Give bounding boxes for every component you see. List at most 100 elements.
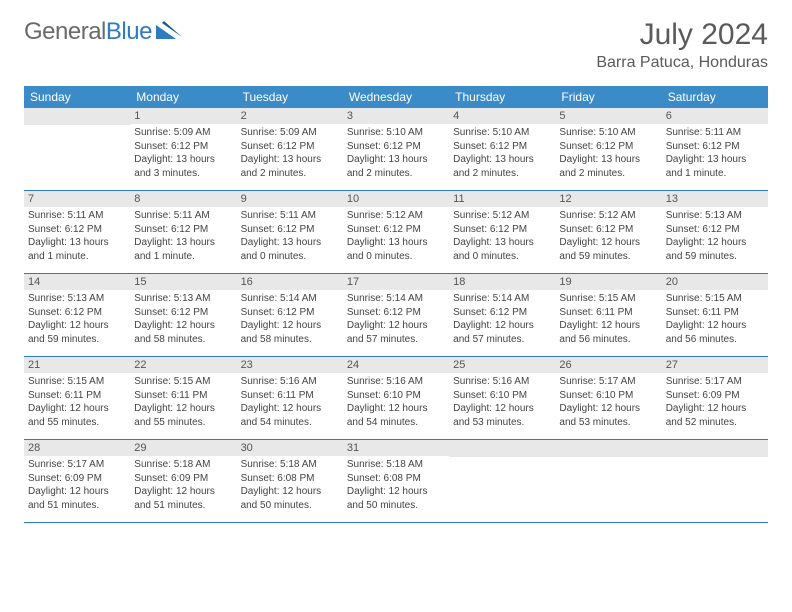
sunrise-text: Sunrise: 5:11 AM bbox=[28, 209, 126, 223]
month-title: July 2024 bbox=[596, 18, 768, 52]
day-cell: 22Sunrise: 5:15 AMSunset: 6:11 PMDayligh… bbox=[130, 357, 236, 439]
sunset-text: Sunset: 6:12 PM bbox=[666, 223, 764, 237]
daylight-text: Daylight: 12 hours and 59 minutes. bbox=[28, 319, 126, 346]
date-number: 10 bbox=[343, 191, 449, 207]
date-number: 18 bbox=[449, 274, 555, 290]
daylight-text: Daylight: 13 hours and 0 minutes. bbox=[453, 236, 551, 263]
daylight-text: Daylight: 12 hours and 58 minutes. bbox=[241, 319, 339, 346]
sunrise-text: Sunrise: 5:15 AM bbox=[28, 375, 126, 389]
day-cell: 6Sunrise: 5:11 AMSunset: 6:12 PMDaylight… bbox=[662, 108, 768, 190]
sunrise-text: Sunrise: 5:16 AM bbox=[347, 375, 445, 389]
sunrise-text: Sunrise: 5:13 AM bbox=[666, 209, 764, 223]
day-header-row: Sunday Monday Tuesday Wednesday Thursday… bbox=[24, 86, 768, 108]
daylight-text: Daylight: 13 hours and 0 minutes. bbox=[347, 236, 445, 263]
date-number: 5 bbox=[555, 108, 661, 124]
day-body: Sunrise: 5:14 AMSunset: 6:12 PMDaylight:… bbox=[237, 290, 343, 350]
sunrise-text: Sunrise: 5:16 AM bbox=[453, 375, 551, 389]
date-number: 17 bbox=[343, 274, 449, 290]
daylight-text: Daylight: 12 hours and 57 minutes. bbox=[347, 319, 445, 346]
day-body: Sunrise: 5:18 AMSunset: 6:08 PMDaylight:… bbox=[237, 456, 343, 516]
day-cell: 27Sunrise: 5:17 AMSunset: 6:09 PMDayligh… bbox=[662, 357, 768, 439]
sunset-text: Sunset: 6:12 PM bbox=[28, 306, 126, 320]
day-body: Sunrise: 5:17 AMSunset: 6:09 PMDaylight:… bbox=[662, 373, 768, 433]
daylight-text: Daylight: 13 hours and 3 minutes. bbox=[134, 153, 232, 180]
date-number: 8 bbox=[130, 191, 236, 207]
week-row: 1Sunrise: 5:09 AMSunset: 6:12 PMDaylight… bbox=[24, 108, 768, 191]
sunset-text: Sunset: 6:12 PM bbox=[347, 140, 445, 154]
sunset-text: Sunset: 6:10 PM bbox=[559, 389, 657, 403]
day-body: Sunrise: 5:14 AMSunset: 6:12 PMDaylight:… bbox=[343, 290, 449, 350]
sunset-text: Sunset: 6:11 PM bbox=[28, 389, 126, 403]
title-block: July 2024 Barra Patuca, Honduras bbox=[596, 18, 768, 72]
week-row: 28Sunrise: 5:17 AMSunset: 6:09 PMDayligh… bbox=[24, 440, 768, 523]
date-number: 6 bbox=[662, 108, 768, 124]
sunrise-text: Sunrise: 5:18 AM bbox=[347, 458, 445, 472]
daylight-text: Daylight: 12 hours and 56 minutes. bbox=[559, 319, 657, 346]
daylight-text: Daylight: 12 hours and 59 minutes. bbox=[559, 236, 657, 263]
daylight-text: Daylight: 12 hours and 59 minutes. bbox=[666, 236, 764, 263]
day-header: Saturday bbox=[662, 86, 768, 108]
day-cell: 2Sunrise: 5:09 AMSunset: 6:12 PMDaylight… bbox=[237, 108, 343, 190]
sunrise-text: Sunrise: 5:09 AM bbox=[134, 126, 232, 140]
sunrise-text: Sunrise: 5:11 AM bbox=[241, 209, 339, 223]
date-number: 11 bbox=[449, 191, 555, 207]
daylight-text: Daylight: 13 hours and 2 minutes. bbox=[241, 153, 339, 180]
day-cell: 8Sunrise: 5:11 AMSunset: 6:12 PMDaylight… bbox=[130, 191, 236, 273]
sunset-text: Sunset: 6:12 PM bbox=[453, 140, 551, 154]
date-number: 25 bbox=[449, 357, 555, 373]
day-body: Sunrise: 5:12 AMSunset: 6:12 PMDaylight:… bbox=[449, 207, 555, 267]
date-number: 16 bbox=[237, 274, 343, 290]
sunset-text: Sunset: 6:12 PM bbox=[241, 306, 339, 320]
date-number: 22 bbox=[130, 357, 236, 373]
sunset-text: Sunset: 6:12 PM bbox=[559, 223, 657, 237]
daylight-text: Daylight: 12 hours and 51 minutes. bbox=[28, 485, 126, 512]
logo-text-blue: Blue bbox=[106, 18, 152, 45]
day-body: Sunrise: 5:10 AMSunset: 6:12 PMDaylight:… bbox=[343, 124, 449, 184]
day-cell: 1Sunrise: 5:09 AMSunset: 6:12 PMDaylight… bbox=[130, 108, 236, 190]
day-body: Sunrise: 5:13 AMSunset: 6:12 PMDaylight:… bbox=[130, 290, 236, 350]
daylight-text: Daylight: 12 hours and 54 minutes. bbox=[347, 402, 445, 429]
daylight-text: Daylight: 13 hours and 0 minutes. bbox=[241, 236, 339, 263]
sunrise-text: Sunrise: 5:13 AM bbox=[28, 292, 126, 306]
sunset-text: Sunset: 6:10 PM bbox=[453, 389, 551, 403]
day-body: Sunrise: 5:13 AMSunset: 6:12 PMDaylight:… bbox=[662, 207, 768, 267]
location: Barra Patuca, Honduras bbox=[596, 54, 768, 72]
date-number: 3 bbox=[343, 108, 449, 124]
sunset-text: Sunset: 6:11 PM bbox=[134, 389, 232, 403]
day-cell: 31Sunrise: 5:18 AMSunset: 6:08 PMDayligh… bbox=[343, 440, 449, 522]
date-number: 12 bbox=[555, 191, 661, 207]
logo-text-gray: General bbox=[24, 18, 106, 45]
date-number: 13 bbox=[662, 191, 768, 207]
sunset-text: Sunset: 6:12 PM bbox=[453, 306, 551, 320]
day-cell: 7Sunrise: 5:11 AMSunset: 6:12 PMDaylight… bbox=[24, 191, 130, 273]
sunrise-text: Sunrise: 5:11 AM bbox=[666, 126, 764, 140]
sunset-text: Sunset: 6:12 PM bbox=[134, 140, 232, 154]
day-header: Tuesday bbox=[237, 86, 343, 108]
sunrise-text: Sunrise: 5:15 AM bbox=[134, 375, 232, 389]
day-cell bbox=[555, 440, 661, 522]
day-body: Sunrise: 5:11 AMSunset: 6:12 PMDaylight:… bbox=[237, 207, 343, 267]
day-cell: 18Sunrise: 5:14 AMSunset: 6:12 PMDayligh… bbox=[449, 274, 555, 356]
sunrise-text: Sunrise: 5:12 AM bbox=[559, 209, 657, 223]
date-number: 26 bbox=[555, 357, 661, 373]
sunrise-text: Sunrise: 5:17 AM bbox=[28, 458, 126, 472]
sunrise-text: Sunrise: 5:14 AM bbox=[347, 292, 445, 306]
day-cell: 10Sunrise: 5:12 AMSunset: 6:12 PMDayligh… bbox=[343, 191, 449, 273]
day-body: Sunrise: 5:14 AMSunset: 6:12 PMDaylight:… bbox=[449, 290, 555, 350]
daylight-text: Daylight: 12 hours and 56 minutes. bbox=[666, 319, 764, 346]
day-cell: 19Sunrise: 5:15 AMSunset: 6:11 PMDayligh… bbox=[555, 274, 661, 356]
sunset-text: Sunset: 6:11 PM bbox=[241, 389, 339, 403]
day-body: Sunrise: 5:12 AMSunset: 6:12 PMDaylight:… bbox=[343, 207, 449, 267]
header: GeneralBlue July 2024 Barra Patuca, Hond… bbox=[0, 0, 792, 80]
day-body: Sunrise: 5:11 AMSunset: 6:12 PMDaylight:… bbox=[24, 207, 130, 267]
day-body: Sunrise: 5:10 AMSunset: 6:12 PMDaylight:… bbox=[449, 124, 555, 184]
day-body: Sunrise: 5:09 AMSunset: 6:12 PMDaylight:… bbox=[130, 124, 236, 184]
sunset-text: Sunset: 6:12 PM bbox=[453, 223, 551, 237]
day-cell: 13Sunrise: 5:13 AMSunset: 6:12 PMDayligh… bbox=[662, 191, 768, 273]
day-cell bbox=[24, 108, 130, 190]
date-number: 20 bbox=[662, 274, 768, 290]
date-number bbox=[555, 440, 661, 457]
day-cell: 30Sunrise: 5:18 AMSunset: 6:08 PMDayligh… bbox=[237, 440, 343, 522]
sunrise-text: Sunrise: 5:12 AM bbox=[453, 209, 551, 223]
triangle-icon bbox=[156, 21, 182, 44]
